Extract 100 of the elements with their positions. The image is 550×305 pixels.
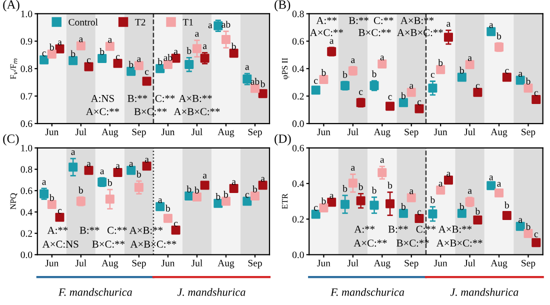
- legend-label: Control: [68, 18, 98, 26]
- data-label: b: [128, 60, 134, 68]
- data-label: b: [260, 80, 265, 88]
- data-label: b: [78, 186, 83, 194]
- x-tick-label: Sep: [404, 260, 418, 268]
- data-label: a: [195, 32, 199, 37]
- x-tick-label: Jul: [75, 128, 86, 136]
- annotation: A×C:**: [86, 108, 120, 116]
- annotation: A×B:**: [129, 226, 163, 234]
- x-tick-label: Jun: [45, 128, 59, 136]
- data-label: a: [518, 218, 522, 223]
- chart-title: (D): [274, 134, 291, 146]
- y-axis-title: φPS II: [282, 58, 290, 80]
- data-label: a: [468, 56, 472, 62]
- y-tick-label: 0.0: [20, 252, 32, 258]
- x-tick-label: Aug: [490, 128, 508, 138]
- x-tick-label: Sep: [248, 260, 262, 268]
- data-label: a: [202, 174, 207, 179]
- x-tick-label: Sep: [132, 128, 146, 138]
- data-label: b: [504, 202, 509, 208]
- data-label: c: [245, 193, 250, 198]
- data-label: b: [252, 186, 258, 192]
- annotation: A:**: [354, 226, 375, 233]
- x-tick-label: Jun: [317, 260, 330, 266]
- data-label: a: [351, 166, 355, 171]
- annotation: C:**: [374, 17, 394, 24]
- data-label: c: [534, 232, 538, 238]
- data-label: c: [314, 206, 318, 211]
- data-label: b: [401, 92, 406, 100]
- y-axis-title: ETR: [282, 193, 288, 209]
- data-label: a: [208, 24, 212, 28]
- data-label: a: [79, 38, 83, 42]
- data-label: c: [86, 58, 91, 64]
- x-tick-label: Jun: [317, 128, 330, 136]
- y-tick-label: 1.0: [21, 10, 32, 18]
- annotation: A:NS: [90, 94, 114, 102]
- data-label: b: [100, 48, 104, 55]
- y-tick-label: 0.8: [292, 10, 304, 18]
- data-label: b: [342, 71, 348, 78]
- y-tick-label: 0.2: [292, 92, 304, 100]
- x-tick-label: Aug: [218, 128, 234, 138]
- x-tick-label: Aug: [102, 260, 118, 268]
- data-label: a: [137, 57, 141, 62]
- data-label: a: [518, 72, 522, 77]
- data-label: a: [144, 158, 149, 162]
- data-label: a: [438, 182, 443, 187]
- data-label: c: [58, 209, 62, 214]
- annotation: A×C:**: [354, 240, 387, 247]
- data-label: b: [186, 47, 192, 54]
- data-label: c: [476, 84, 480, 89]
- data-label: a: [58, 40, 62, 46]
- data-label: a: [42, 180, 46, 185]
- data-label: a: [116, 164, 120, 169]
- x-tick-label: Sep: [522, 128, 536, 138]
- x-tick-label: Aug: [374, 260, 390, 268]
- data-label: b: [231, 42, 236, 50]
- annotation: C:**: [416, 226, 436, 233]
- data-label: c: [430, 72, 435, 78]
- data-label: c: [116, 55, 120, 60]
- data-label: c: [388, 95, 392, 100]
- chart-title: (A): [3, 0, 20, 12]
- data-label: c: [534, 91, 538, 96]
- annotation: A×B:**: [400, 17, 434, 24]
- data-label: c: [505, 68, 509, 74]
- y-tick-label: 0.6: [292, 38, 304, 45]
- text: F. mandschurica: [330, 288, 404, 296]
- x-tick-label: Jun: [45, 260, 59, 266]
- data-label: c: [42, 52, 46, 56]
- annotation: A×B:**: [178, 94, 212, 102]
- data-label: b: [216, 193, 220, 200]
- chart-title: (B): [274, 0, 290, 12]
- x-tick-label: Sep: [522, 260, 536, 268]
- data-label: a: [489, 23, 494, 28]
- data-label: b: [401, 202, 406, 210]
- x-tick-label: Jul: [464, 128, 476, 136]
- legend-label: T2: [135, 18, 146, 26]
- data-label: a: [468, 189, 472, 194]
- y-tick-label: 0.4: [292, 180, 304, 188]
- annotation: B:**: [128, 95, 148, 102]
- data-label: b: [358, 183, 363, 190]
- data-label: a: [410, 190, 414, 194]
- data-label: c: [417, 210, 422, 215]
- data-label: b: [526, 78, 530, 84]
- data-label: b: [224, 190, 228, 198]
- data-label: b: [49, 44, 54, 50]
- data-label: b: [496, 32, 502, 40]
- data-label: a: [100, 170, 104, 174]
- x-tick-label: Jul: [464, 260, 476, 266]
- data-label: c: [359, 90, 363, 95]
- x-tick-label: Sep: [248, 128, 262, 138]
- data-label: a: [158, 198, 162, 204]
- data-label: b: [158, 58, 162, 66]
- data-label: a: [108, 38, 112, 43]
- text: F. mandschurica: [58, 288, 132, 296]
- data-label: b: [526, 223, 530, 230]
- legend-label: T1: [182, 18, 193, 26]
- x-tick-label: Jun: [161, 128, 175, 136]
- x-tick-label: Sep: [404, 128, 418, 138]
- data-label: a: [380, 56, 384, 60]
- annotation: C:**: [107, 226, 127, 234]
